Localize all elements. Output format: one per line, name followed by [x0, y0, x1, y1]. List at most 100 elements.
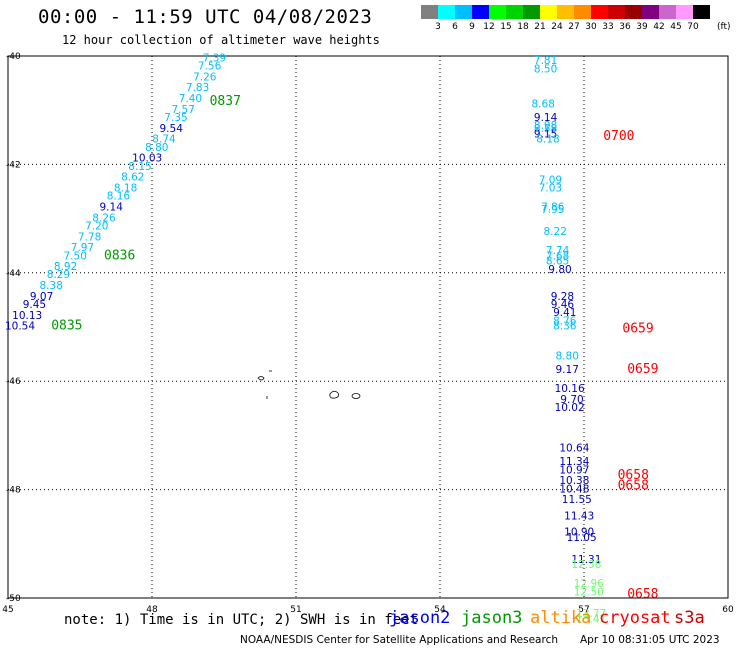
- wave-height-value: 8.58: [534, 123, 557, 135]
- wave-height-value: 7.97: [71, 242, 94, 254]
- wave-height-value: 7.50: [64, 250, 87, 262]
- wave-height-value: 8.68: [532, 98, 555, 110]
- wave-height-value: 8.22: [544, 226, 567, 238]
- island-outline: [329, 390, 339, 399]
- legend-swatch: [574, 5, 591, 19]
- wave-height-value: 7.39: [203, 52, 226, 64]
- wave-height-value: 11.55: [562, 494, 592, 506]
- wave-height-value: 7.20: [85, 220, 108, 232]
- wave-height-value: 13.77: [576, 608, 606, 620]
- wave-height-value: 9.45: [23, 299, 46, 311]
- wave-height-value: 11.34: [559, 456, 589, 468]
- wave-height-value: 9.41: [553, 307, 576, 319]
- wave-height-value: 7.56: [198, 61, 222, 73]
- legend-label: 45: [670, 22, 682, 32]
- pass-time-label: 0836: [104, 248, 135, 263]
- wave-height-value: 8.26: [92, 212, 116, 224]
- lon-tick-label: 60: [722, 605, 734, 615]
- wave-height-value: 8.98: [534, 120, 557, 132]
- wave-height-value: 9.46: [551, 299, 575, 311]
- wave-height-value: 9.80: [548, 264, 571, 276]
- pass-time-label: 0659: [622, 321, 653, 336]
- lat-tick-label: -46: [6, 377, 21, 387]
- legend-swatch: [540, 5, 557, 19]
- wave-height-value: 11.43: [564, 510, 594, 522]
- lat-tick-label: -50: [6, 594, 21, 604]
- legend-swatch: [608, 5, 625, 19]
- page-subtitle: 12 hour collection of altimeter wave hei…: [62, 33, 380, 47]
- wave-height-value: 9.54: [160, 123, 184, 135]
- mission-jason3: jason3: [461, 608, 523, 628]
- wave-height-value: 10.13: [12, 310, 42, 322]
- wave-height-value: 8.16: [107, 191, 131, 203]
- legend-swatch: [676, 5, 693, 19]
- mission-s3a: s3a: [674, 608, 705, 628]
- wave-height-value: 8.80: [145, 142, 168, 154]
- legend-label: 9: [469, 22, 475, 32]
- legend-label: 42: [653, 22, 665, 32]
- island-outline: [257, 376, 265, 381]
- wave-height-value: 9.17: [556, 364, 579, 376]
- legend-label: 70: [687, 22, 699, 32]
- wave-height-value: 10.03: [132, 153, 162, 165]
- legend-swatch: [642, 5, 659, 19]
- wave-height-value: 7.74: [546, 245, 570, 257]
- wave-height-value: 11.31: [571, 554, 601, 566]
- wave-height-value: 7.26: [193, 71, 217, 83]
- legend-label: 6: [452, 22, 458, 32]
- legend-label: 12: [483, 22, 495, 32]
- wave-height-value: 7.95: [541, 204, 564, 216]
- legend-label: 21: [534, 22, 546, 32]
- legend-label: 24: [551, 22, 563, 32]
- wave-height-value: 7.86: [541, 201, 565, 213]
- legend-swatch: [557, 5, 574, 19]
- page-title: 00:00 - 11:59 UTC 04/08/2023: [38, 6, 373, 28]
- legend-swatch: [455, 5, 472, 19]
- pass-time-label: 0835: [51, 319, 82, 334]
- wave-height-value: 7.09: [539, 174, 562, 186]
- legend-swatch: [693, 5, 710, 19]
- pass-time-label: 0700: [603, 129, 634, 144]
- wave-height-value: 8.65: [546, 256, 569, 268]
- legend-label: 33: [602, 22, 614, 32]
- wave-height-value: 8.76: [553, 315, 577, 327]
- mission-jason2: jason2: [389, 608, 451, 628]
- wave-height-value: 7.78: [78, 231, 101, 243]
- lon-tick-label: 57: [578, 605, 589, 615]
- legend-label: 36: [619, 22, 631, 32]
- wave-height-value: 8.29: [47, 269, 70, 281]
- wave-height-value: 12.50: [574, 586, 604, 598]
- legend-swatch: [659, 5, 676, 19]
- wave-height-value: 10.02: [555, 402, 585, 414]
- legend-label: 27: [568, 22, 580, 32]
- lat-tick-label: -42: [6, 160, 21, 170]
- wave-height-value: 10.16: [555, 383, 585, 395]
- wave-height-value: 8.92: [54, 261, 77, 273]
- legend-label: 39: [636, 22, 648, 32]
- legend-label: 30: [585, 22, 597, 32]
- wave-height-value: 10.38: [559, 475, 589, 487]
- wave-height-value: 9.14: [100, 201, 124, 213]
- legend-swatch: [506, 5, 523, 19]
- mission-cryosat: cryosat: [599, 608, 671, 628]
- wave-height-value: 10.97: [559, 464, 589, 476]
- legend-swatch: [489, 5, 506, 19]
- map-frame: [7, 55, 729, 599]
- legend-swatch: [472, 5, 489, 19]
- wave-height-value: 12.38: [571, 559, 601, 571]
- wave-height-value: 7.83: [186, 82, 209, 94]
- lon-tick-label: 54: [434, 605, 446, 615]
- lat-tick-label: -40: [6, 52, 21, 62]
- pass-time-label: 0658: [627, 587, 658, 602]
- pass-time-label: 0837: [210, 94, 241, 109]
- wave-height-value: 9.14: [534, 112, 558, 124]
- lon-tick-label: 45: [2, 605, 13, 615]
- footer-note: note: 1) Time is in UTC; 2) SWH is in fe…: [64, 612, 419, 628]
- island-outline: [351, 393, 361, 399]
- wave-height-value: 8.18: [114, 183, 137, 195]
- wave-height-value: 8.36: [553, 321, 577, 333]
- legend-swatch: [421, 5, 438, 19]
- legend-swatch: [591, 5, 608, 19]
- wave-height-value: 9.15: [534, 128, 557, 140]
